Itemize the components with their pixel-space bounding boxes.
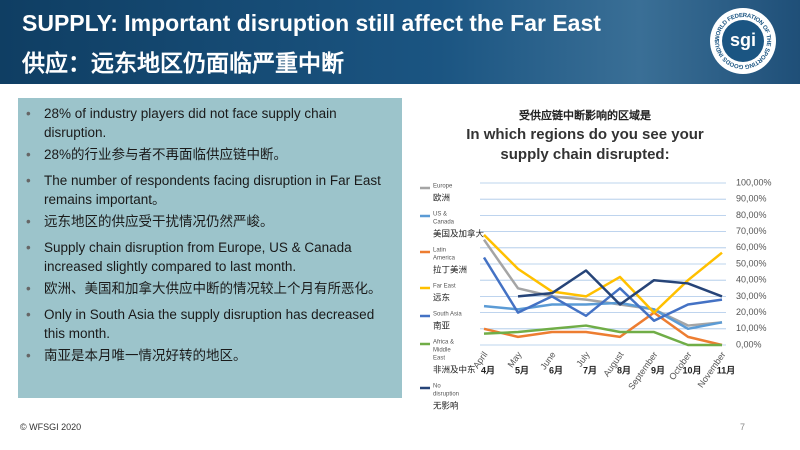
bullet: 欧洲、美国和加拿大供应中断的情况较上个月有所恶化。: [26, 279, 392, 298]
x-tick-label-zh: 5月: [515, 365, 529, 375]
legend-label: No: [433, 384, 441, 390]
y-tick-label: 40,00%: [736, 275, 767, 285]
legend-label-zh: 远东: [433, 292, 450, 302]
legend-label: Latin: [433, 248, 446, 254]
bullet: 南亚是本月唯一情况好转的地区。: [26, 346, 392, 365]
legend-label-zh: 拉丁美洲: [433, 264, 467, 274]
x-tick-label-zh: 9月: [651, 365, 665, 375]
chart-title-zh: 受供应链中断影响的区域是: [519, 108, 652, 122]
x-tick-label-zh: 6月: [549, 365, 563, 375]
legend-label: US &: [433, 212, 447, 218]
legend-label: Canada: [433, 220, 455, 226]
bullet: 远东地区的供应受干扰情况仍然严峻。: [26, 212, 392, 231]
logo-core: [722, 20, 764, 62]
legend-label: Far East: [433, 284, 456, 290]
bullet: The number of respondents facing disrupt…: [26, 171, 392, 209]
logo-text: sgi: [730, 30, 756, 50]
chart-title: supply chain disrupted:: [500, 146, 669, 163]
slide-title-zh: 供应：远东地区仍面临严重中断: [22, 50, 344, 76]
bullet: Only in South Asia the supply disruption…: [26, 305, 392, 343]
legend-label: East: [433, 356, 445, 362]
series-line: [483, 324, 722, 347]
slide-title: SUPPLY: Important disruption still affec…: [22, 10, 601, 36]
legend-label: Europe: [433, 184, 453, 190]
series-line: [482, 256, 723, 322]
y-tick-label: 90,00%: [736, 194, 767, 204]
y-tick-label: 10,00%: [736, 323, 767, 333]
series-line: [517, 269, 723, 306]
x-tick-label-zh: 8月: [617, 365, 631, 375]
y-tick-label: 80,00%: [736, 210, 767, 220]
footer: © WFSGI 2020: [20, 422, 82, 432]
legend-label: South Asia: [433, 312, 462, 318]
text-box: 28% of industry players did not face sup…: [18, 98, 402, 398]
chart-title: In which regions do you see your: [466, 126, 704, 143]
y-tick-label: 50,00%: [736, 258, 767, 268]
legend-label: America: [433, 256, 456, 262]
header: SUPPLY: Important disruption still affec…: [0, 0, 800, 84]
y-tick-label: 20,00%: [736, 307, 767, 317]
y-tick-label: 60,00%: [736, 242, 767, 252]
logo: WORLD FEDERATION OF THE SPORTING GOODS I…: [708, 6, 776, 74]
legend-label: Africa &: [433, 340, 454, 346]
series-line: [483, 311, 723, 347]
legend-label-zh: 无影响: [433, 400, 459, 410]
bullet: Supply chain disruption from Europe, US …: [26, 238, 392, 276]
y-tick-label: 30,00%: [736, 291, 767, 301]
legend-label: disruption: [433, 392, 459, 398]
legend-label-zh: 南亚: [433, 320, 451, 330]
x-tick-label-zh: 10月: [682, 365, 701, 375]
bullet: 28%的行业参与者不再面临供应链中断。: [26, 145, 392, 164]
y-tick-label: 70,00%: [736, 226, 767, 236]
bullet: 28% of industry players did not face sup…: [26, 104, 392, 142]
y-tick-label: 100,00%: [736, 177, 772, 187]
legend-label-zh: 欧洲: [433, 192, 450, 202]
x-tick-label-zh: 4月: [481, 365, 495, 375]
legend-label-zh: 美国及加拿大: [433, 228, 485, 238]
legend-label: Middle: [433, 348, 451, 354]
legend-label-zh: 非洲及中东: [433, 364, 476, 374]
bullet-list: 28% of industry players did not face sup…: [26, 104, 392, 372]
x-tick-label-zh: 11月: [717, 365, 736, 375]
page-number: 7: [740, 422, 746, 432]
x-tick-label-zh: 7月: [583, 365, 597, 375]
y-tick-label: 0,00%: [736, 339, 762, 349]
